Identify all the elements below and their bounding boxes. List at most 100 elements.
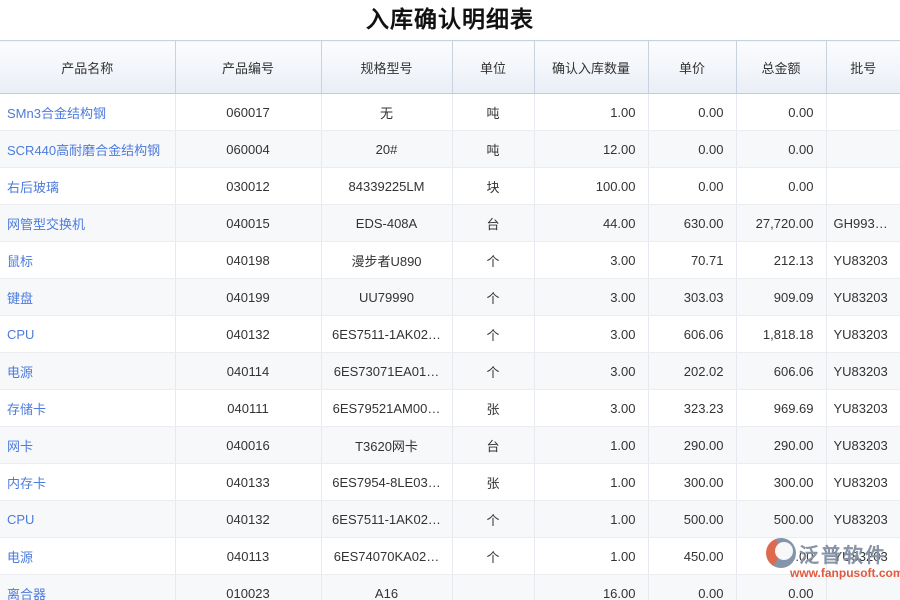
table-header: 产品名称 产品编号 规格型号 单位 确认入库数量 单价 总金额 批号 [0,40,900,94]
cell-spec: 6ES7511-1AK02… [321,500,453,538]
cell-code: 010023 [175,574,322,600]
cell-unit: 吨 [452,130,535,168]
product-name-link[interactable]: 键盘 [7,290,34,306]
cell-qty: 1.00 [534,537,649,575]
cell-unit: 个 [452,537,535,575]
cell-name: 电源 [0,537,176,575]
table-row: 离合器 010023 A16 16.00 0.00 0.00 [0,574,900,600]
cell-amount: 909.09 [736,278,827,316]
table-row: 电源 040113 6ES74070KA02… 个 1.00 450.00 450.00 YU… [0,537,900,575]
cell-amount: 0.00 [736,167,827,205]
cell-amount: 0.00 [736,574,827,600]
cell-spec: T3620网卡 [321,426,453,464]
product-name-link[interactable]: SCR440高耐磨合金结构钢 [7,142,161,158]
cell-unit [452,574,535,600]
cell-unit: 个 [452,500,535,538]
cell-code: 060004 [175,130,322,168]
product-name-link[interactable]: 网卡 [7,438,34,454]
cell-qty: 1.00 [534,93,649,131]
cell-spec: A16 [321,574,453,600]
cell-price: 290.00 [648,426,737,464]
cell-spec: 6ES79521AM00… [321,389,453,427]
product-name-link[interactable]: 电源 [7,364,34,380]
cell-price: 606.06 [648,315,737,353]
cell-amount: 1,818.18 [736,315,827,353]
cell-price: 500.00 [648,500,737,538]
cell-code: 040113 [175,537,322,575]
cell-amount: 300.00 [736,463,827,501]
cell-qty: 1.00 [534,500,649,538]
cell-spec: 漫步者U890 [321,241,453,279]
cell-batch: GH993… [826,204,900,242]
product-name-link[interactable]: 右后玻璃 [7,179,60,195]
cell-code: 040199 [175,278,322,316]
table-row: 网卡 040016 T3620网卡台 1.00 290.00 290.00 YU83203 [0,426,900,464]
cell-qty: 12.00 [534,130,649,168]
cell-price: 0.00 [648,93,737,131]
cell-batch: YU83203 [826,352,900,390]
table-row: 键盘 040199 UU79990 个 3.00 303.03 909.09 YU83203 [0,278,900,316]
cell-amount: 27,720.00 [736,204,827,242]
cell-spec: 6ES73071EA01… [321,352,453,390]
cell-price: 202.02 [648,352,737,390]
column-header-price: 单价 [648,40,737,94]
cell-spec: 6ES7511-1AK02… [321,315,453,353]
cell-unit: 个 [452,278,535,316]
cell-name: 网卡 [0,426,176,464]
product-name-link[interactable]: 内存卡 [7,475,47,491]
cell-qty: 3.00 [534,278,649,316]
table-header-row: 产品名称 产品编号 规格型号 单位 确认入库数量 单价 总金额 批号 [0,40,900,94]
cell-qty: 100.00 [534,167,649,205]
cell-unit: 张 [452,389,535,427]
column-header-qty: 确认入库数量 [534,40,649,94]
cell-batch: YU83203 [826,537,900,575]
product-name-link[interactable]: 电源 [7,549,34,565]
cell-batch: YU83203 [826,315,900,353]
cell-batch: YU83203 [826,241,900,279]
cell-code: 040114 [175,352,322,390]
cell-code: 030012 [175,167,322,205]
cell-qty: 3.00 [534,352,649,390]
cell-batch: YU83203 [826,426,900,464]
cell-spec: 6ES7954-8LE03… [321,463,453,501]
cell-qty: 3.00 [534,241,649,279]
cell-unit: 台 [452,204,535,242]
table-row: SCR440高耐磨合金结构钢 060004 20# 吨 12.00 0.00 0.00 [0,130,900,168]
cell-unit: 台 [452,426,535,464]
cell-code: 040132 [175,315,322,353]
product-name-link[interactable]: 离合器 [7,586,47,600]
cell-price: 0.00 [648,574,737,600]
cell-name: 右后玻璃 [0,167,176,205]
product-name-link[interactable]: CPU [7,511,35,527]
product-name-link[interactable]: 鼠标 [7,253,34,269]
cell-batch: YU83203 [826,463,900,501]
cell-amount: 450.00 [736,537,827,575]
cell-spec: EDS-408A [321,204,453,242]
table-row: 鼠标 040198 漫步者U890 个 3.00 70.71 212.13 YU83203 [0,241,900,279]
cell-name: 内存卡 [0,463,176,501]
cell-batch: YU83203 [826,278,900,316]
cell-unit: 个 [452,352,535,390]
product-name-link[interactable]: 网管型交换机 [7,216,86,232]
cell-spec: 无 [321,93,453,131]
cell-qty: 44.00 [534,204,649,242]
cell-unit: 块 [452,167,535,205]
column-header-code: 产品编号 [175,40,322,94]
table-row: CPU 040132 6ES7511-1AK02… 个 3.00 606.06 1,818.… [0,315,900,353]
cell-price: 0.00 [648,130,737,168]
cell-price: 0.00 [648,167,737,205]
cell-price: 303.03 [648,278,737,316]
cell-spec: UU79990 [321,278,453,316]
cell-qty: 3.00 [534,389,649,427]
cell-name: CPU [0,500,176,538]
page-title: 入库确认明细表 [366,6,534,32]
cell-amount: 969.69 [736,389,827,427]
cell-qty: 16.00 [534,574,649,600]
cell-name: 电源 [0,352,176,390]
product-name-link[interactable]: 存储卡 [7,401,47,417]
cell-name: CPU [0,315,176,353]
product-name-link[interactable]: CPU [7,326,35,342]
cell-batch [826,167,900,205]
product-name-link[interactable]: SMn3合金结构钢 [7,105,106,121]
